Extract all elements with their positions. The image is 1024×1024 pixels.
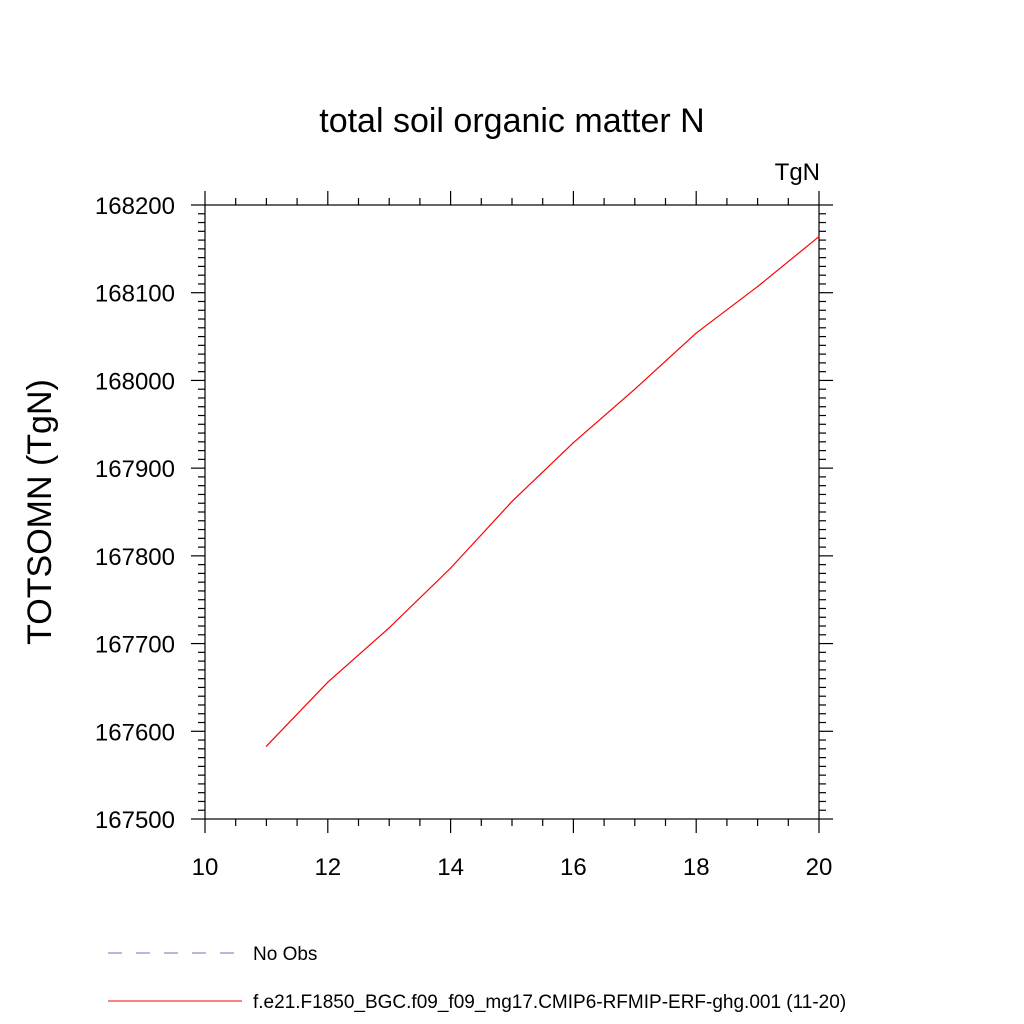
legend-label-no-obs: No Obs bbox=[253, 944, 317, 965]
axis-tick-labels: 10 12 14 16 18 20 167500 167600 167700 167800 1679… bbox=[95, 193, 832, 881]
y-tick-label: 168000 bbox=[95, 368, 175, 395]
data-point bbox=[265, 745, 267, 747]
data-point bbox=[634, 388, 636, 390]
series-layer bbox=[265, 235, 820, 747]
x-tick-label: 18 bbox=[683, 854, 710, 881]
y-tick-label: 167500 bbox=[95, 807, 175, 834]
y-tick-label: 167700 bbox=[95, 632, 175, 659]
data-point bbox=[511, 500, 513, 503]
y-tick-label: 168200 bbox=[95, 193, 175, 220]
chart-title: total soil organic matter N bbox=[319, 102, 705, 140]
y-tick-label: 167600 bbox=[95, 719, 175, 746]
legend: No Obs f.e21.F1850_BGC.f09_f09_mg17.CMIP… bbox=[108, 944, 846, 1013]
y-tick-label: 167900 bbox=[95, 456, 175, 483]
axis-ticks bbox=[191, 191, 833, 833]
plot-frame bbox=[204, 204, 820, 820]
x-tick-label: 10 bbox=[192, 854, 219, 881]
legend-label-model: f.e21.F1850_BGC.f09_f09_mg17.CMIP6-RFMIP… bbox=[253, 992, 846, 1013]
y-tick-label: 168100 bbox=[95, 281, 175, 308]
data-point bbox=[818, 235, 820, 238]
y-axis-label: TOTSOMN (TgN) bbox=[21, 379, 59, 645]
data-point bbox=[450, 567, 452, 569]
units-label: TgN bbox=[775, 159, 820, 186]
y-tick-label: 167800 bbox=[95, 544, 175, 571]
data-point bbox=[327, 681, 329, 683]
data-point bbox=[695, 332, 697, 334]
x-tick-label: 14 bbox=[437, 854, 464, 881]
data-point bbox=[572, 442, 575, 444]
data-point bbox=[757, 285, 759, 288]
x-tick-label: 16 bbox=[560, 854, 587, 881]
x-tick-label: 12 bbox=[314, 854, 341, 881]
data-point bbox=[388, 627, 390, 629]
series-line bbox=[265, 236, 820, 747]
x-tick-label: 20 bbox=[806, 854, 833, 881]
